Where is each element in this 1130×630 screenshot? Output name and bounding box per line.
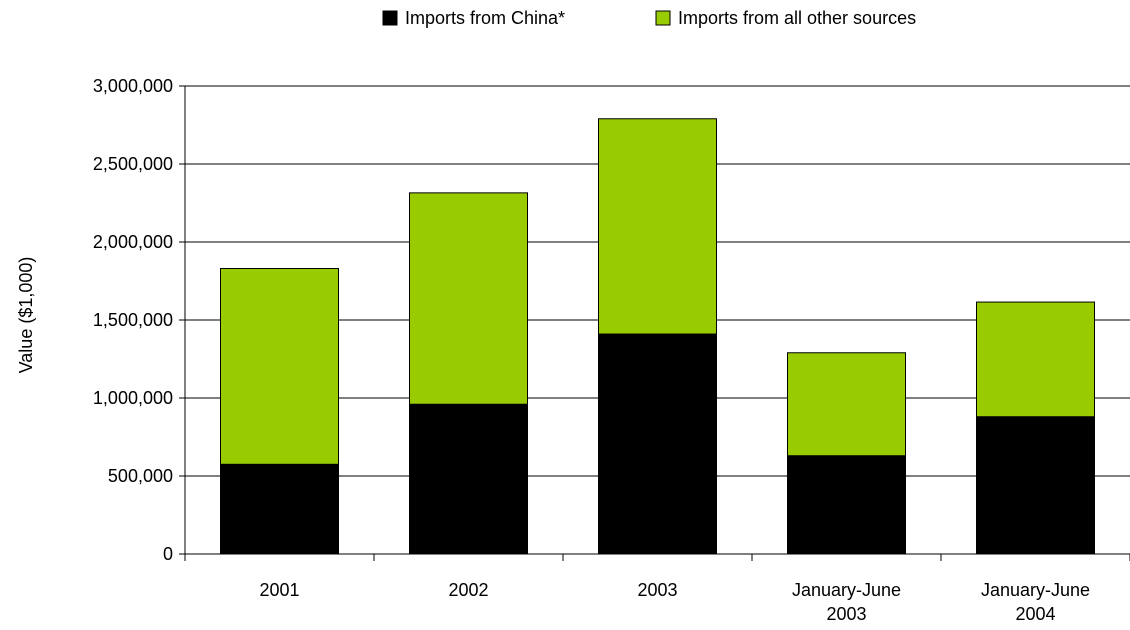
- y-tick-label: 2,000,000: [93, 232, 173, 252]
- bar-segment-other-sources-1: [409, 192, 528, 405]
- bar-segment-other-sources-4: [976, 301, 1095, 418]
- legend-label-china: Imports from China*: [405, 8, 565, 28]
- bar-segment-other-sources-2: [598, 118, 717, 335]
- x-tick-label: January-June 2003: [792, 580, 901, 624]
- bar-segment-other-sources-0: [220, 268, 339, 465]
- y-tick-label: 3,000,000: [93, 76, 173, 96]
- x-tick-label: January-June 2004: [981, 580, 1090, 624]
- y-tick-label: 0: [163, 544, 173, 564]
- bar-segment-china-1: [409, 403, 528, 555]
- bar-segment-other-sources-3: [787, 352, 906, 457]
- y-tick-label: 1,000,000: [93, 388, 173, 408]
- x-tick-labels: 2001 2002 2003 January-June 2003 January-June…: [259, 580, 1090, 624]
- x-tick-label: 2002: [448, 580, 488, 600]
- y-tick-label: 2,500,000: [93, 154, 173, 174]
- legend-label-other-sources: Imports from all other sources: [678, 8, 916, 28]
- bar-segment-china-0: [220, 463, 339, 555]
- bars: [220, 118, 1095, 555]
- y-tick-label: 500,000: [108, 466, 173, 486]
- y-axis-label: Value ($1,000): [16, 257, 36, 374]
- y-tick-label: 1,500,000: [93, 310, 173, 330]
- legend-swatch-other-sources: [655, 10, 671, 26]
- legend: Imports from China* Imports from all othe…: [382, 8, 916, 28]
- bar-segment-china-3: [787, 455, 906, 555]
- y-tick-labels: 0 500,000 1,000,000 1,500,000 2,000,000 2,500…: [93, 76, 173, 564]
- x-tick-label: 2003: [637, 580, 677, 600]
- x-tick-label: 2001: [259, 580, 299, 600]
- bar-segment-china-2: [598, 333, 717, 555]
- legend-swatch-china: [382, 10, 398, 26]
- axes: [179, 85, 1130, 561]
- bar-segment-china-4: [976, 416, 1095, 555]
